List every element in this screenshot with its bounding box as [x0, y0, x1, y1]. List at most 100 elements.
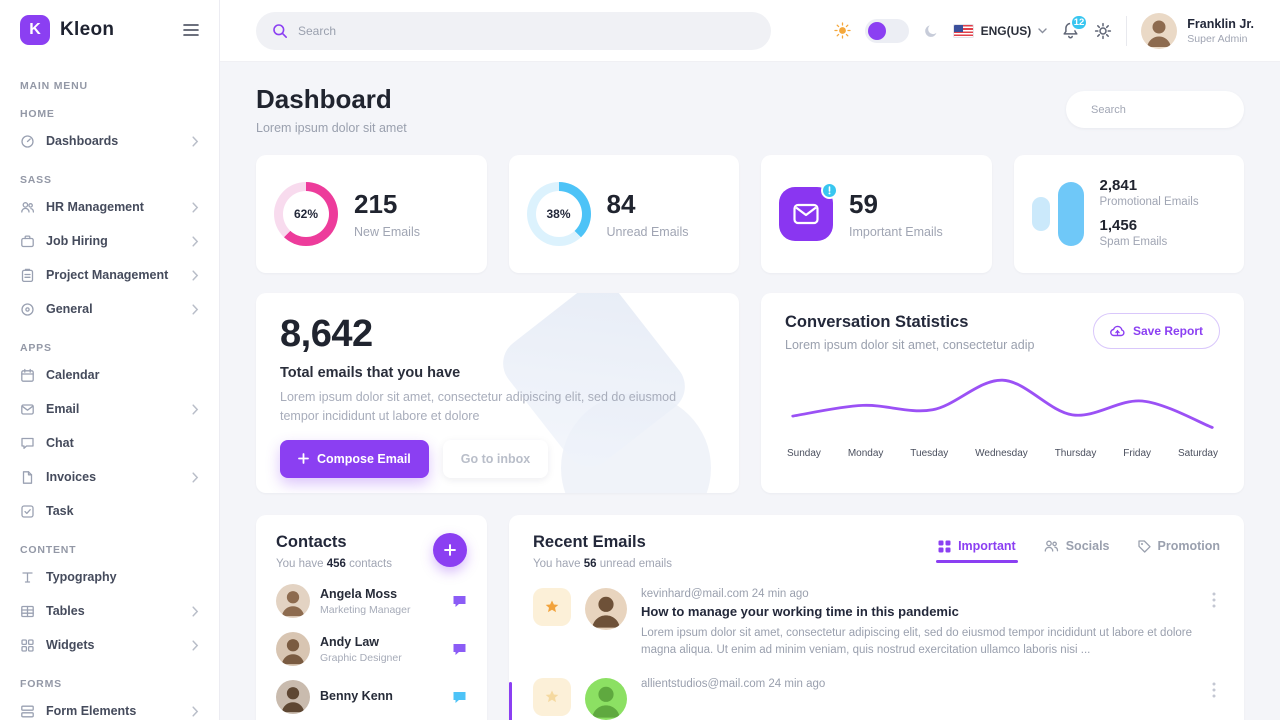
user-avatar: [1141, 12, 1178, 49]
theme-toggle[interactable]: [864, 18, 909, 43]
contacts-count-line: You have 456 contacts: [276, 558, 392, 570]
page-search: [1066, 91, 1244, 128]
sidebar-item-calendar[interactable]: Calendar: [20, 358, 199, 392]
avatar-silhouette-icon: [1147, 20, 1172, 47]
sidebar-item-chat[interactable]: Chat: [20, 426, 199, 460]
tab-important[interactable]: Important: [936, 539, 1018, 563]
topbar-divider: [1126, 15, 1128, 46]
star-icon: [545, 600, 559, 613]
section-label-content: CONTENT: [20, 544, 77, 556]
message-icon[interactable]: [452, 643, 467, 656]
notification-count-badge: 12: [1069, 13, 1089, 31]
important-emails-value: 59: [849, 189, 878, 219]
recent-emails-count-line: You have 56 unread emails: [533, 558, 672, 570]
chevron-right-icon: [192, 303, 199, 315]
widgets-icon: [21, 638, 34, 652]
message-icon[interactable]: [452, 691, 467, 704]
sidebar-item-task[interactable]: Task: [20, 494, 199, 528]
chevron-right-icon: [192, 639, 199, 651]
spam-label: Spam Emails: [1099, 236, 1168, 248]
axis-label: Monday: [847, 448, 884, 459]
sidebar-item-tables[interactable]: Tables: [20, 594, 199, 628]
sidebar-item-label: Dashboards: [46, 134, 119, 148]
page-header: Dashboard Lorem ipsum dolor sit amet: [256, 84, 1244, 135]
chevron-right-icon: [192, 201, 199, 213]
axis-label: Saturday: [1177, 448, 1218, 459]
contact-name: Andy Law: [320, 634, 380, 649]
sidebar-item-hr-management[interactable]: HR Management: [20, 190, 199, 224]
settings-button[interactable]: [1094, 22, 1112, 40]
contact-name: Benny Kenn: [320, 688, 393, 703]
sidebar-item-project-management[interactable]: Project Management: [20, 258, 199, 292]
email-options-button[interactable]: [1208, 588, 1220, 615]
sidebar-collapse-button[interactable]: [183, 23, 199, 37]
message-icon[interactable]: [452, 595, 467, 608]
email-options-button[interactable]: [1208, 678, 1220, 705]
contact-row-andy-law[interactable]: Andy Law Graphic Designer: [276, 632, 467, 666]
unread-count: 56: [583, 558, 597, 570]
sidebar-item-general[interactable]: General: [20, 292, 199, 326]
sidebar-item-job-hiring[interactable]: Job Hiring: [20, 224, 199, 258]
plus-icon: [444, 544, 456, 556]
recent-emails-title: Recent Emails: [533, 533, 646, 551]
language-selector[interactable]: ENG(US): [952, 23, 1048, 38]
axis-label: Sunday: [787, 448, 821, 459]
kebab-menu-icon: [1212, 592, 1216, 608]
chat-bubble-icon: [21, 437, 34, 449]
compose-email-button[interactable]: Compose Email: [280, 439, 429, 478]
page-content: Dashboard Lorem ipsum dolor sit amet 62%…: [220, 62, 1280, 720]
sidebar-item-label: Project Management: [46, 268, 169, 282]
contact-avatar: [276, 584, 310, 618]
total-emails-card: 8,642 Total emails that you have Lorem i…: [256, 293, 739, 493]
star-button[interactable]: [533, 588, 571, 626]
contact-row-angela-moss[interactable]: Angela Moss Marketing Manager: [276, 584, 467, 618]
important-emails-label: Important Emails: [849, 225, 943, 239]
sidebar-item-email[interactable]: Email: [20, 392, 199, 426]
conversation-subtitle: Lorem ipsum dolor sit amet, consectetur …: [785, 338, 1035, 352]
section-label-home: HOME: [20, 108, 55, 120]
section-label-sass: SASS: [20, 174, 52, 186]
section-label-apps: APPS: [20, 342, 52, 354]
exclamation-badge-icon: [821, 182, 838, 199]
calendar-icon: [21, 368, 34, 382]
sidebar-item-typography[interactable]: Typography: [20, 560, 199, 594]
tab-label: Socials: [1065, 539, 1110, 553]
page-search-input[interactable]: [1091, 103, 1233, 116]
profile-menu[interactable]: Franklin Jr. Super Admin: [1141, 12, 1254, 49]
language-label: ENG(US): [980, 23, 1032, 38]
star-button[interactable]: [533, 677, 571, 716]
sidebar-item-dashboards[interactable]: Dashboards: [20, 124, 199, 158]
clipboard-icon: [21, 268, 34, 282]
sidebar-item-widgets[interactable]: Widgets: [20, 628, 199, 662]
email-row[interactable]: allientstudios@mail.com 24 min ago: [509, 677, 1220, 720]
contacts-count: 456: [326, 558, 346, 570]
go-to-inbox-button[interactable]: Go to inbox: [442, 439, 549, 478]
axis-label: Friday: [1123, 448, 1152, 459]
page-title: Dashboard: [256, 84, 392, 114]
unread-emails-card: 38% 84 Unread Emails: [508, 155, 739, 273]
sidebar: K Kleon MAIN MENU HOME Dashboards SASS H…: [0, 0, 220, 720]
moon-icon: [924, 24, 937, 37]
sidebar-item-label: Form Elements: [46, 704, 137, 718]
sidebar-item-form-elements[interactable]: Form Elements: [20, 694, 199, 720]
promotional-value: 2,841: [1099, 177, 1138, 195]
sidebar-item-label: Job Hiring: [46, 234, 108, 248]
notifications-button[interactable]: 12: [1061, 13, 1089, 41]
new-emails-card: 62% 215 New Emails: [256, 155, 487, 273]
contact-row-benny-kenn[interactable]: Benny Kenn: [276, 680, 467, 714]
user-role: Super Admin: [1187, 32, 1248, 45]
tab-socials[interactable]: Socials: [1044, 539, 1110, 563]
save-report-button[interactable]: Save Report: [1092, 313, 1220, 349]
sidebar-item-label: HR Management: [46, 200, 144, 214]
sidebar-item-label: Invoices: [46, 470, 97, 484]
tab-promotion[interactable]: Promotion: [1137, 539, 1220, 563]
sidebar-item-label: General: [46, 302, 93, 316]
search-icon: [273, 23, 287, 38]
topbar-search: [256, 11, 771, 50]
sidebar-item-invoices[interactable]: Invoices: [20, 460, 199, 494]
topbar-search-input[interactable]: [298, 23, 755, 38]
chevron-right-icon: [192, 471, 199, 483]
add-contact-button[interactable]: [433, 533, 467, 567]
target-icon: [21, 302, 34, 316]
email-row[interactable]: kevinhard@mail.com 24 min ago How to man…: [533, 588, 1220, 660]
